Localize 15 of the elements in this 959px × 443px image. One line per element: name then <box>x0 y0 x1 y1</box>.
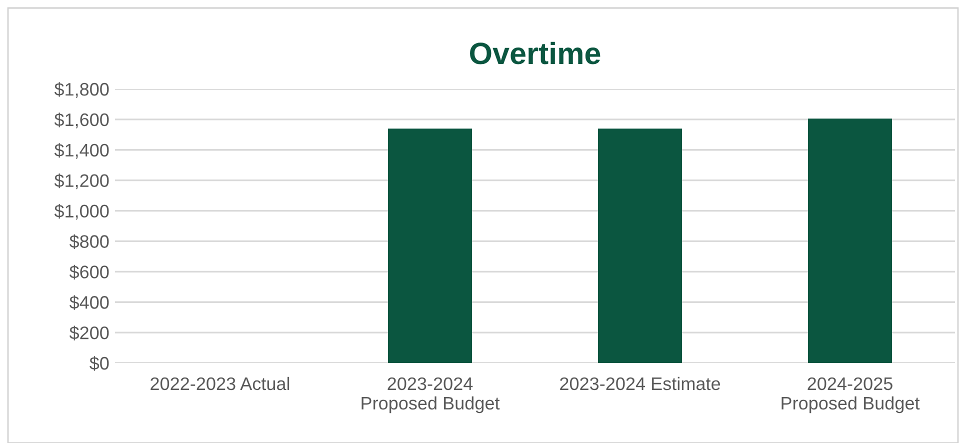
y-tick-label: $400 <box>69 295 109 310</box>
chart-title: Overtime <box>470 42 600 64</box>
y-tick-label: $800 <box>69 234 109 250</box>
x-tick-label: 2023-2024 Estimate <box>560 376 720 390</box>
y-tick-label: $200 <box>69 326 109 340</box>
x-tick-label: 2024-2025 Proposed Budget <box>782 377 920 414</box>
y-tick-label: $0 <box>90 356 109 371</box>
x-tick-label: 2022-2023 Actual <box>150 376 290 390</box>
y-tick-label: $1,800 <box>54 82 109 98</box>
y-tick-label: $1,000 <box>54 204 109 220</box>
y-tick-label: $1,200 <box>54 174 109 190</box>
y-tick-label: $1,600 <box>54 112 109 128</box>
x-tick-label: 2023-2024 Proposed Budget <box>362 377 500 414</box>
y-tick-label: $1,400 <box>54 143 109 159</box>
y-tick-label: $600 <box>69 264 109 280</box>
